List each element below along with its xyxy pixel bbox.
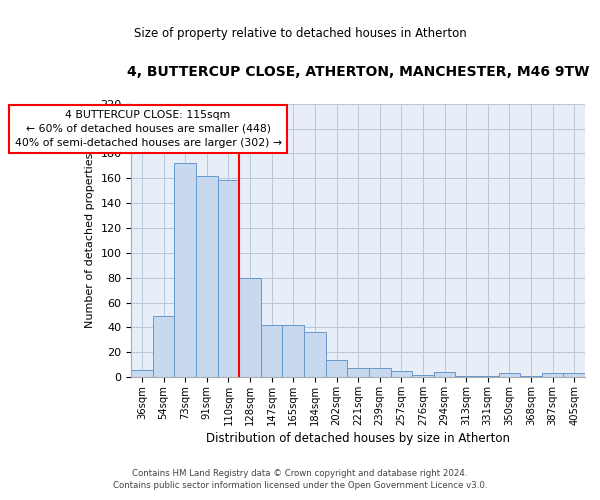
Bar — [455, 376, 477, 377]
Bar — [412, 374, 434, 377]
Bar — [563, 374, 585, 377]
Bar — [499, 374, 520, 377]
Text: Contains HM Land Registry data © Crown copyright and database right 2024.
Contai: Contains HM Land Registry data © Crown c… — [113, 468, 487, 490]
Title: 4, BUTTERCUP CLOSE, ATHERTON, MANCHESTER, M46 9TW: 4, BUTTERCUP CLOSE, ATHERTON, MANCHESTER… — [127, 65, 589, 79]
Bar — [369, 368, 391, 377]
Bar — [153, 316, 175, 377]
Bar — [520, 376, 542, 377]
Text: Size of property relative to detached houses in Atherton: Size of property relative to detached ho… — [134, 28, 466, 40]
Bar — [261, 325, 283, 377]
Bar — [304, 332, 326, 377]
Bar — [542, 374, 563, 377]
Bar — [326, 360, 347, 377]
Bar — [434, 372, 455, 377]
Text: 4 BUTTERCUP CLOSE: 115sqm
← 60% of detached houses are smaller (448)
40% of semi: 4 BUTTERCUP CLOSE: 115sqm ← 60% of detac… — [14, 110, 281, 148]
Bar — [175, 164, 196, 377]
X-axis label: Distribution of detached houses by size in Atherton: Distribution of detached houses by size … — [206, 432, 510, 445]
Bar — [347, 368, 369, 377]
Y-axis label: Number of detached properties: Number of detached properties — [85, 152, 95, 328]
Bar — [218, 180, 239, 377]
Bar — [477, 376, 499, 377]
Bar — [239, 278, 261, 377]
Bar — [196, 176, 218, 377]
Bar — [131, 370, 153, 377]
Bar — [391, 371, 412, 377]
Bar — [283, 325, 304, 377]
